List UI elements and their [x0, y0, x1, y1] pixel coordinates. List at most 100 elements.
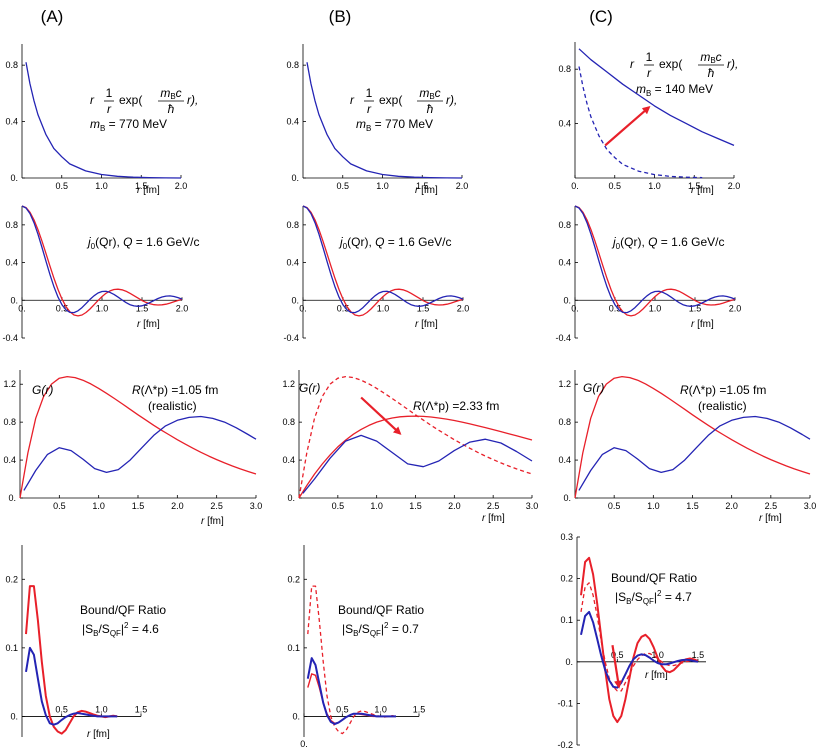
- series-blue: [578, 48, 735, 146]
- y-tick-label: 0.: [287, 493, 295, 503]
- arrow: [360, 396, 402, 435]
- mass-line: m: [90, 117, 100, 131]
- x-tick-label: 2.0: [457, 303, 470, 313]
- x-tick-label: 0.5: [337, 303, 350, 313]
- frac-den: r: [367, 102, 372, 116]
- x-tick-label: 1.0: [95, 704, 108, 714]
- mass-value: = 770 MeV: [105, 117, 167, 131]
- y-tick-label: 0.: [10, 173, 18, 183]
- x-tick-label: 1.0: [647, 501, 660, 511]
- x-tick-label: 1.0: [374, 704, 387, 714]
- x-tick-label: 0.5: [608, 181, 621, 191]
- series-blue-dashed: [578, 66, 703, 179]
- series-red: [580, 556, 699, 724]
- mass-value: = 770 MeV: [371, 117, 433, 131]
- series-blue: [306, 62, 463, 179]
- eq-tail: r),: [727, 57, 738, 71]
- arrow: [604, 105, 651, 147]
- mass-value: = 140 MeV: [651, 82, 713, 96]
- series-red: [21, 205, 183, 317]
- y-tick-label: 0.: [292, 711, 300, 721]
- svg-text:mB = 770 MeV: mB = 770 MeV: [90, 117, 167, 133]
- x-tick-label: 0.: [300, 739, 308, 749]
- y-tick-label: 0.: [10, 711, 18, 721]
- y-tick-label: 0.8: [558, 417, 571, 427]
- mass-line: m: [636, 82, 646, 96]
- y-tick-label: 0.8: [3, 417, 16, 427]
- x-axis-label: r [fm]: [691, 185, 714, 196]
- frac-den: r: [647, 66, 652, 80]
- x-axis-label: r [fm]: [137, 319, 160, 330]
- eq-r: r: [630, 57, 635, 71]
- annotation-a4: |SB/SQF|2 = 4.6: [82, 621, 159, 638]
- series-red: [302, 205, 464, 317]
- x-tick-label: 0.5: [332, 501, 345, 511]
- series-blue: [25, 646, 118, 726]
- panel-a3: 1.2 0.8 0.4 0. 0.5 1.0 1.5 2.0 2.5 3.0 r [fm]: [3, 370, 262, 527]
- y-tick-label: 0.4: [558, 455, 571, 465]
- y-tick-label: 0.8: [5, 220, 18, 230]
- x-tick-label: 2.5: [210, 501, 223, 511]
- mass-num-tail: c: [716, 50, 722, 64]
- frac-num: 1: [646, 50, 653, 64]
- frac-num: 1: [106, 86, 113, 100]
- x-tick-label: 1.5: [417, 303, 430, 313]
- annotation-a1: r 1 r exp( mBc ħ r), mB = 770 MeV: [90, 86, 198, 133]
- x-tick-label: 0.5: [55, 704, 68, 714]
- x-axis-label: r [fm]: [415, 319, 438, 330]
- series-blue: [21, 205, 183, 314]
- y-tick-label: 1.2: [282, 379, 295, 389]
- x-tick-label: 1.5: [689, 303, 702, 313]
- x-tick-label: 1.5: [135, 181, 148, 191]
- mass-sub: B: [646, 89, 651, 98]
- x-tick-label: 3.0: [526, 501, 539, 511]
- annotation-b4-title: Bound/QF Ratio: [338, 603, 424, 617]
- annotation-c3-note: (realistic): [698, 399, 747, 413]
- series-blue: [580, 610, 699, 689]
- annotation-b4: |SB/SQF|2 = 0.7: [342, 621, 419, 638]
- series-red: [574, 205, 736, 317]
- y-tick-label: 0.1: [560, 615, 573, 625]
- x-tick-label: 0.5: [608, 501, 621, 511]
- y-tick-label: 0.4: [558, 258, 571, 268]
- x-tick-label: 0.5: [336, 704, 349, 714]
- mass-den: ħ: [168, 102, 175, 116]
- y-tick-label: 0.3: [560, 532, 573, 542]
- x-axis-label: r [fm]: [87, 729, 110, 740]
- y-tick-label: 0.8: [286, 220, 299, 230]
- column-heading-c: (C): [589, 7, 613, 26]
- y-tick-label: 0.1: [287, 643, 300, 653]
- annotation-a2: j0(Qr), Q = 1.6 GeV/c: [86, 235, 200, 251]
- x-tick-label: 2.0: [725, 501, 738, 511]
- exp-label: exp(: [119, 93, 142, 107]
- x-tick-label: 1.5: [136, 303, 149, 313]
- mass-den: ħ: [427, 102, 434, 116]
- y-tick-label: 0.4: [286, 117, 299, 127]
- panel-c2: 0.8 0.4 0. -0.4 0. 0.5 1.0 1.5 2.0 r [fm]: [555, 205, 741, 343]
- x-tick-label: 1.0: [370, 501, 383, 511]
- y-tick-label: 0.8: [558, 220, 571, 230]
- annotation-a3: R(Λ*p) =1.05 fm: [132, 383, 218, 397]
- y-tick-label: 0.4: [5, 117, 18, 127]
- series-red: [19, 375, 257, 499]
- ylabel-b3: G(r): [299, 381, 320, 395]
- panel-b2: 0.8 0.4 0. -0.4 0. 0.5 1.0 1.5 2.0 r [fm]: [283, 205, 470, 343]
- arrow: [611, 644, 622, 689]
- x-tick-label: 0.5: [336, 181, 349, 191]
- svg-text:mBc: mBc: [160, 86, 181, 101]
- eq-r: r: [90, 93, 95, 107]
- x-tick-label: 0.: [571, 181, 579, 191]
- frac-den: r: [107, 102, 112, 116]
- panel-a4: 0.2 0.1 0. 0.5 1.0 1.5 r [fm]: [5, 545, 147, 740]
- x-tick-label: 1.0: [96, 303, 109, 313]
- x-tick-label: 2.0: [171, 501, 184, 511]
- x-tick-label: 2.0: [456, 181, 469, 191]
- y-tick-label: 0.: [10, 295, 18, 305]
- y-tick-label: 0.: [291, 295, 299, 305]
- panel-c4: 0.3 0.2 0.1 0. -0.1 -0.2 0.5 1.0 1.5 r [fm]: [557, 532, 706, 750]
- x-tick-label: 1.0: [648, 181, 661, 191]
- panel-c3: 1.2 0.8 0.4 0. 0.5 1.0 1.5 2.0 2.5 3.0 r [fm]: [558, 370, 816, 524]
- panel-a2: 0.8 0.4 0. -0.4 0. 0.5 1.0 1.5 2.0 r [fm]: [2, 205, 188, 343]
- svg-text:r: r: [630, 57, 635, 71]
- annotation-c2: j0(Qr), Q = 1.6 GeV/c: [611, 235, 725, 251]
